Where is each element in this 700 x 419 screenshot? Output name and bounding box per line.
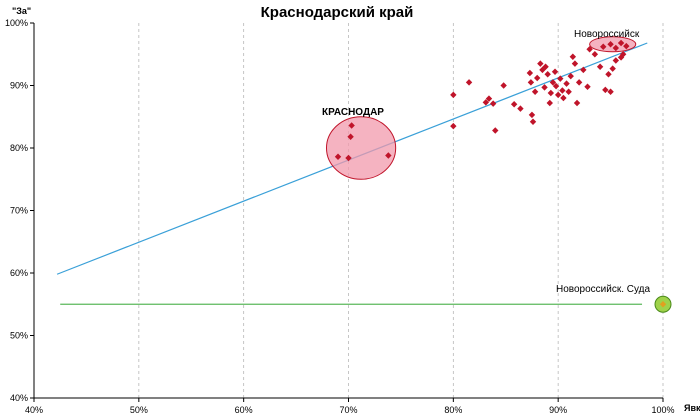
x-tick-labels: 40% 50% 60% 70% 80% 90% 100%	[25, 405, 675, 415]
data-point	[537, 60, 544, 67]
chart-title: Краснодарский край	[261, 4, 414, 21]
data-point	[602, 86, 609, 94]
data-point	[526, 69, 534, 77]
data-points	[334, 39, 672, 313]
y-tick-label: 80%	[10, 143, 28, 153]
data-point	[619, 51, 627, 58]
y-tick-label: 90%	[10, 81, 28, 91]
y-axis-label: "За"	[12, 6, 31, 16]
data-point	[529, 118, 537, 125]
data-point	[549, 79, 557, 86]
data-point	[546, 99, 553, 107]
data-point	[563, 80, 570, 87]
data-point	[527, 79, 535, 86]
data-point	[482, 99, 490, 106]
data-point	[591, 51, 599, 58]
data-point	[517, 105, 524, 112]
data-point	[541, 84, 548, 91]
data-point	[534, 74, 541, 82]
data-point	[573, 99, 581, 107]
y-tick-label: 100%	[5, 18, 28, 28]
x-tick-label: 60%	[235, 405, 253, 415]
data-point	[544, 71, 551, 78]
x-tick-label: 70%	[339, 405, 357, 415]
data-point	[607, 41, 614, 48]
grid-lines	[138, 23, 664, 398]
annotation-krasnodar: КРАСНОДАР	[322, 107, 384, 118]
data-point	[542, 63, 549, 70]
x-tick-label: 40%	[25, 405, 43, 415]
data-point	[450, 91, 457, 99]
data-point	[465, 79, 473, 86]
data-point	[623, 42, 630, 50]
data-point	[575, 79, 583, 86]
axes	[30, 22, 664, 402]
data-point	[492, 127, 499, 134]
y-tick-label: 50%	[10, 331, 28, 341]
x-tick-label: 50%	[130, 405, 148, 415]
data-point	[547, 89, 555, 97]
y-tick-labels: 40% 50% 60% 70% 80% 90% 100%	[5, 18, 28, 403]
data-point	[450, 122, 457, 130]
highlight-krasnodar	[325, 116, 397, 180]
data-point	[557, 75, 564, 82]
annotation-suda: Новороссийск. Суда	[556, 284, 650, 295]
y-tick-label: 40%	[10, 393, 28, 403]
data-point	[607, 88, 614, 95]
data-point	[586, 46, 593, 53]
y-tick-label: 60%	[10, 268, 28, 278]
data-point	[531, 88, 539, 95]
data-point	[552, 82, 560, 90]
outlier-point	[659, 301, 667, 308]
data-point	[569, 53, 577, 60]
data-point	[612, 44, 620, 52]
x-tick-label: 90%	[549, 405, 567, 415]
data-point	[596, 63, 604, 70]
data-point	[334, 153, 342, 160]
data-point	[580, 66, 587, 74]
data-point	[485, 95, 493, 102]
y-tick-label: 70%	[10, 206, 28, 216]
data-point	[605, 71, 612, 78]
data-point	[565, 88, 572, 95]
x-axis-label: Явка	[684, 403, 700, 413]
data-point	[347, 133, 354, 140]
data-point	[345, 154, 352, 162]
data-point	[554, 91, 562, 99]
data-point	[500, 82, 507, 89]
data-point	[584, 83, 591, 90]
data-point	[567, 72, 574, 80]
data-point	[600, 43, 607, 50]
data-point	[617, 39, 625, 47]
data-point	[551, 68, 559, 75]
data-point	[348, 122, 355, 129]
data-point	[385, 152, 392, 159]
data-point	[510, 101, 518, 108]
data-point	[612, 57, 620, 64]
annotation-novorossiysk: Новороссийск	[574, 29, 640, 40]
data-point	[559, 87, 566, 94]
x-tick-label: 80%	[444, 405, 462, 415]
data-point	[609, 65, 616, 72]
x-tick-label: 100%	[651, 405, 674, 415]
data-point	[489, 100, 497, 107]
data-point	[528, 111, 536, 119]
data-point	[560, 94, 567, 102]
data-point	[571, 60, 579, 67]
